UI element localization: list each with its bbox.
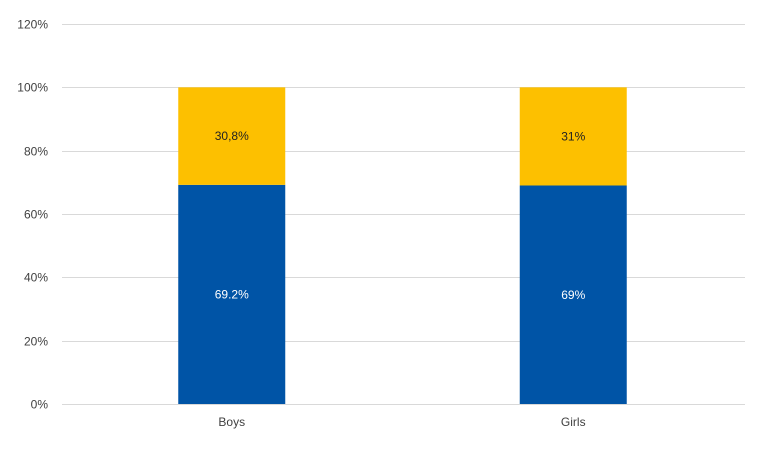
y-tick-label: 0% (31, 398, 49, 412)
bar-segment (519, 185, 627, 404)
x-tick-label: Boys (218, 415, 245, 429)
y-tick-label: 80% (24, 145, 48, 159)
y-tick-label: 120% (17, 18, 48, 32)
bar-segment (519, 87, 627, 186)
data-label: 31% (561, 129, 585, 143)
y-tick-label: 20% (24, 335, 48, 349)
data-label: 69.2% (215, 287, 249, 301)
x-tick-label: Girls (561, 415, 586, 429)
data-label: 69% (561, 288, 585, 302)
bar-segment (178, 87, 286, 185)
data-label: 30,8% (215, 129, 249, 143)
y-tick-label: 100% (17, 81, 48, 95)
bar-segment (178, 184, 286, 404)
y-tick-label: 40% (24, 271, 48, 285)
y-tick-label: 60% (24, 208, 48, 222)
